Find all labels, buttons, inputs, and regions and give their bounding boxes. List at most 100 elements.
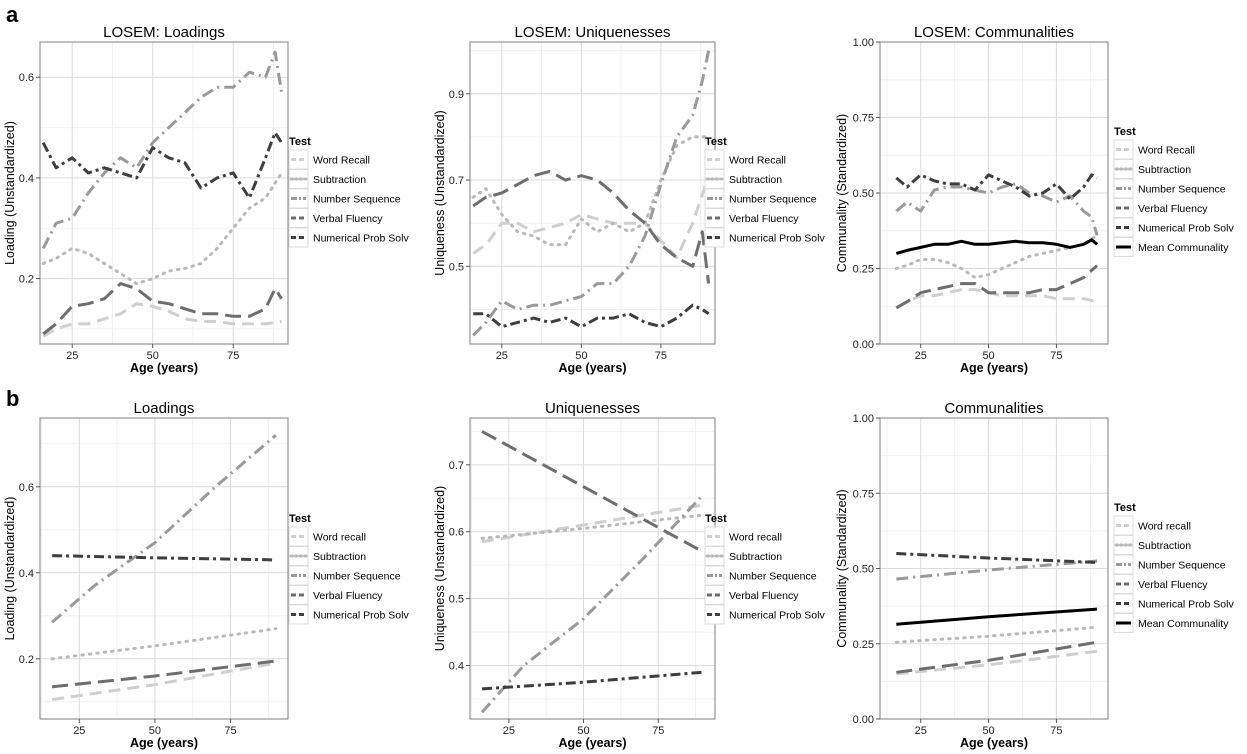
series-line-word-recall [481,503,704,544]
chart-title: LOSEM: Loadings [103,24,225,41]
y-axis-label: Communality (Standardized) [835,114,849,272]
x-tick-label: 50 [149,725,161,737]
y-tick-label: 0.5 [449,261,464,273]
x-axis-label: Age (years) [558,736,626,750]
plot-area [470,418,715,719]
y-tick-label: 0.25 [853,264,874,276]
series-line-verbal-fluency [481,430,704,554]
legend-item-subtraction: Subtraction [313,174,366,186]
legend-title: Test [1114,126,1136,138]
legend-item-word-recall: Word recall [1138,521,1191,533]
y-tick-label: 0.4 [449,660,464,672]
legend-key-box [288,565,309,586]
legend-key-box [288,188,309,209]
legend-item-number-sequence: Number Sequence [729,194,817,206]
y-tick-label: 1.00 [853,413,874,425]
series-line-verbal-fluency [51,659,277,689]
series-line-number-sequence [895,182,1099,236]
x-tick-label: 75 [227,350,239,362]
series-line-verbal-fluency [895,264,1099,310]
legend-item-numerical-prob-solv: Numerical Prob Solv [729,233,825,245]
plot-area [470,42,715,344]
series-line-number-sequence [472,50,711,337]
plot-frame [39,417,289,720]
legend-key-box [1113,515,1134,536]
legend-item-word-recall: Word recall [313,532,366,544]
legend-key-box [1113,178,1134,199]
legend-item-numerical-prob-solv: Numerical Prob Solv [313,233,409,245]
y-tick-label: 0.25 [853,639,874,651]
y-tick-label: 0.6 [19,482,34,494]
legend-item-subtraction: Subtraction [729,174,782,186]
legend-item-word-recall: Word recall [729,532,782,544]
x-axis-label: Age (years) [960,736,1028,750]
x-tick-label: 25 [496,350,508,362]
chart-title: Communalities [944,400,1043,417]
y-axis-label: Communality (Standardized) [835,489,849,647]
legend-item-word-recall: Word Recall [1138,145,1195,157]
series-line-numerical-prob-solv [52,554,276,562]
legend-item-number-sequence: Number Sequence [1138,560,1226,572]
y-axis-label: Uniqueness (Unstandardized) [433,486,447,651]
x-tick-label: 75 [1050,725,1062,737]
x-tick-label: 75 [1050,350,1062,362]
legend-item-numerical-prob-solv: Numerical Prob Solv [1138,223,1234,235]
chart-title: Loadings [134,400,195,417]
panel-label-a: a [6,2,19,27]
legend-key-box [288,526,309,547]
series-line-mean-communality [896,607,1098,626]
x-tick-label: 50 [577,725,589,737]
x-tick-label: 25 [915,725,927,737]
legend-key-box [704,188,725,209]
plot-area [40,42,288,344]
legend-item-subtraction: Subtraction [313,551,366,563]
plot-area [40,418,288,719]
legend-item-numerical-prob-solv: Numerical Prob Solv [1138,599,1234,611]
series-line-word-recall [42,302,282,338]
legend-item-numerical-prob-solv: Numerical Prob Solv [313,610,409,622]
y-tick-label: 0.6 [19,72,34,84]
series-line-number-sequence [41,50,284,250]
series-line-subtraction [50,627,278,661]
chart-panel-2: 25 50 75 0.5 0.7 0.9 LOSEM: Uniquenesses Age (y… [433,24,825,375]
y-tick-label: 0.2 [19,274,34,286]
legend-key-box [704,585,725,605]
y-tick-label: 0.7 [449,175,464,187]
legend-item-verbal-fluency: Verbal Fluency [729,213,799,225]
y-tick-label: 0.4 [19,568,34,580]
legend-key-box [288,585,309,605]
series-line-numerical-prob-solv [473,303,710,329]
y-tick-label: 0.6 [449,527,464,539]
x-tick-label: 50 [982,725,994,737]
series-line-verbal-fluency [896,640,1098,674]
x-tick-label: 25 [915,350,927,362]
chart-title: LOSEM: Uniquenesses [515,24,671,41]
series-line-word-recall [896,649,1098,676]
x-axis-label: Age (years) [130,361,198,375]
y-tick-label: 0.00 [853,339,874,351]
legend-key-box [1113,554,1134,575]
series-line-number-sequence [896,559,1098,581]
legend-item-subtraction: Subtraction [729,551,782,563]
chart-panel-1: 25 50 75 0.2 0.4 0.6 LOSEM: Loadings Age (years… [3,24,409,375]
x-tick-label: 50 [575,350,587,362]
legend-key-box [704,149,725,170]
series-line-numerical-prob-solv [41,131,283,200]
legend-item-numerical-prob-solv: Numerical Prob Solv [729,610,825,622]
legend-key-box [704,227,725,248]
legend-title: Test [705,136,727,148]
y-tick-label: 1.00 [853,37,874,49]
legend-item-mean-communality: Mean Communality [1138,618,1229,630]
series-line-verbal-fluency [42,282,283,336]
legend-item-verbal-fluency: Verbal Fluency [1138,203,1208,215]
x-tick-label: 50 [982,350,994,362]
series-line-subtraction [480,513,705,540]
x-axis-label: Age (years) [130,736,198,750]
series-line-word-recall [472,175,711,260]
